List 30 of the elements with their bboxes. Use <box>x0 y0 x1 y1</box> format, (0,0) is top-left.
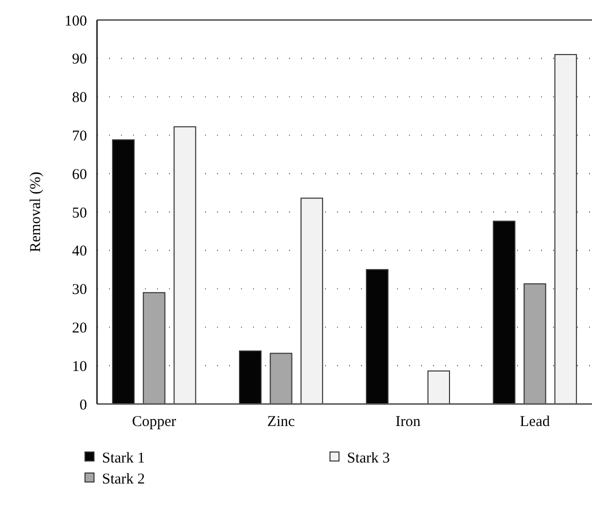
bar <box>554 54 577 404</box>
y-tick-label: 80 <box>72 90 87 106</box>
y-tick-label: 90 <box>72 52 87 68</box>
y-tick-label: 100 <box>64 13 87 30</box>
y-axis-title: Removal (%) <box>28 172 44 252</box>
legend-label: Stark 2 <box>102 471 145 488</box>
bar <box>112 139 135 404</box>
bar <box>270 352 292 404</box>
legend-label: Stark 3 <box>347 450 390 466</box>
bar <box>300 198 324 404</box>
x-tick-label: Zinc <box>267 414 296 430</box>
y-tick-label: 0 <box>80 397 87 414</box>
bar <box>427 370 450 404</box>
x-tick-label: Iron <box>395 414 421 430</box>
y-tick-label: 40 <box>72 244 87 260</box>
legend-label: Stark 1 <box>102 450 145 466</box>
bar <box>366 269 388 404</box>
bar <box>142 292 166 404</box>
bar <box>492 220 516 404</box>
x-tick-label: Copper <box>132 414 176 430</box>
bar <box>174 126 196 404</box>
y-tick-label: 30 <box>72 282 87 298</box>
y-tick-label: 70 <box>72 128 87 144</box>
y-tick-label: 50 <box>72 205 87 222</box>
bar <box>524 283 546 404</box>
x-tick-label: Lead <box>520 414 550 430</box>
y-tick-label: 20 <box>72 320 87 336</box>
y-tick-label: 10 <box>72 358 87 375</box>
y-tick-label: 60 <box>72 166 87 183</box>
bar <box>239 350 262 404</box>
